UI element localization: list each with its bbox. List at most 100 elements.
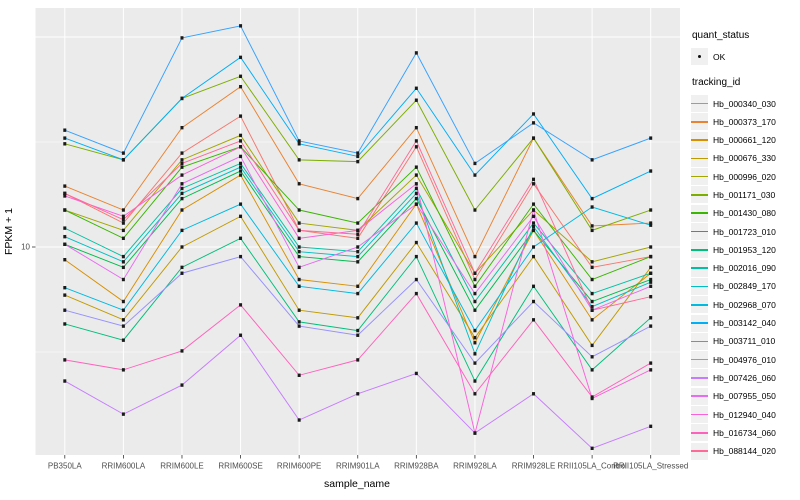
legend-item: Hb_004976_010	[691, 351, 799, 369]
data-point	[414, 371, 418, 376]
data-point	[473, 341, 477, 345]
data-point	[297, 284, 301, 288]
data-point	[180, 125, 184, 130]
data-point	[356, 221, 360, 225]
data-point	[297, 249, 301, 254]
data-point	[63, 379, 67, 383]
legend: quant_status OK tracking_id Hb_000340_03…	[691, 30, 799, 461]
data-point	[239, 236, 243, 241]
data-point	[473, 431, 477, 435]
data-point	[649, 254, 653, 259]
data-point	[297, 418, 301, 422]
data-point	[121, 208, 125, 212]
legend-item-label: Hb_001430_080	[713, 208, 776, 219]
data-point	[239, 169, 243, 173]
data-point	[63, 226, 67, 230]
legend-item: Hb_001953_120	[691, 241, 799, 259]
data-point	[180, 158, 184, 162]
legend-item-label: Hb_000996_020	[713, 171, 776, 182]
data-point	[414, 182, 418, 186]
data-point	[180, 228, 184, 233]
data-point	[297, 182, 301, 186]
data-point	[649, 284, 653, 288]
data-point	[590, 228, 594, 233]
data-point	[590, 355, 594, 359]
legend-item-list: Hb_000340_030 Hb_000373_170 Hb_000661_120 H…	[691, 95, 799, 460]
legend-item: Hb_000676_330	[691, 149, 799, 167]
data-point	[180, 349, 184, 353]
data-point	[63, 358, 67, 362]
data-point	[297, 228, 301, 233]
data-point	[356, 228, 360, 233]
legend-item-label: Hb_088144_020	[713, 446, 776, 457]
legend-item-label: Hb_004976_010	[713, 354, 776, 365]
line-swatch-icon	[691, 351, 708, 369]
data-point	[297, 324, 301, 328]
legend-item-label: Hb_002849_170	[713, 281, 776, 292]
line-swatch-icon	[691, 113, 708, 131]
data-point	[121, 217, 125, 222]
data-point	[532, 284, 536, 288]
data-point	[473, 392, 477, 396]
data-point	[414, 254, 418, 259]
x-axis-title: sample_name	[324, 478, 390, 490]
legend-item-label: Hb_003142_040	[713, 318, 776, 329]
data-point	[649, 280, 653, 284]
data-point	[356, 254, 360, 259]
data-point	[532, 221, 536, 225]
data-point	[590, 395, 594, 399]
legend-item: Hb_000996_020	[691, 168, 799, 186]
data-point	[239, 202, 243, 206]
legend-item-label: Hb_000676_330	[713, 153, 776, 164]
legend-item: Hb_000340_030	[691, 95, 799, 112]
data-point	[121, 265, 125, 270]
data-point	[63, 234, 67, 239]
line-swatch-icon	[691, 149, 708, 167]
data-point	[414, 196, 418, 201]
x-axis-tick-label: RRIM928BA	[394, 462, 439, 471]
data-point	[649, 245, 653, 249]
legend-item-label: Hb_000661_120	[713, 135, 776, 146]
data-point	[297, 277, 301, 282]
data-point	[590, 299, 594, 304]
legend-item: Hb_001430_080	[691, 204, 799, 222]
data-point	[180, 265, 184, 270]
x-axis-tick-label: PB350LA	[48, 462, 82, 471]
data-point	[590, 446, 594, 451]
data-point	[590, 343, 594, 348]
x-axis-tick-label: RRIM928LE	[512, 462, 556, 471]
data-point	[473, 379, 477, 383]
data-point	[356, 328, 360, 333]
data-point	[121, 338, 125, 342]
legend-item-label: Hb_012940_040	[713, 409, 776, 420]
data-point	[239, 84, 243, 89]
data-point	[649, 221, 653, 225]
data-point	[63, 293, 67, 297]
data-point	[121, 368, 125, 372]
legend-item-label: Hb_007955_050	[713, 391, 776, 402]
data-point	[532, 112, 536, 116]
data-point	[414, 51, 418, 55]
data-point	[180, 182, 184, 186]
legend-item-label: Hb_000373_170	[713, 116, 776, 127]
data-point	[414, 291, 418, 296]
legend-item-label: Hb_016734_060	[713, 427, 776, 438]
legend-item: Hb_000373_170	[691, 113, 799, 131]
data-point	[180, 245, 184, 249]
data-point	[63, 191, 67, 196]
data-point	[649, 294, 653, 299]
line-swatch-icon	[691, 186, 708, 204]
data-point	[473, 361, 477, 365]
data-point	[590, 304, 594, 309]
data-point	[356, 392, 360, 396]
data-point	[63, 194, 67, 198]
legend-item: Hb_000661_120	[691, 131, 799, 149]
legend-item-label: Hb_001171_030	[713, 189, 776, 200]
line-swatch-icon	[691, 314, 708, 332]
data-point	[239, 303, 243, 307]
data-point	[414, 125, 418, 130]
data-point	[532, 202, 536, 206]
data-point	[121, 221, 125, 225]
data-point	[297, 320, 301, 324]
